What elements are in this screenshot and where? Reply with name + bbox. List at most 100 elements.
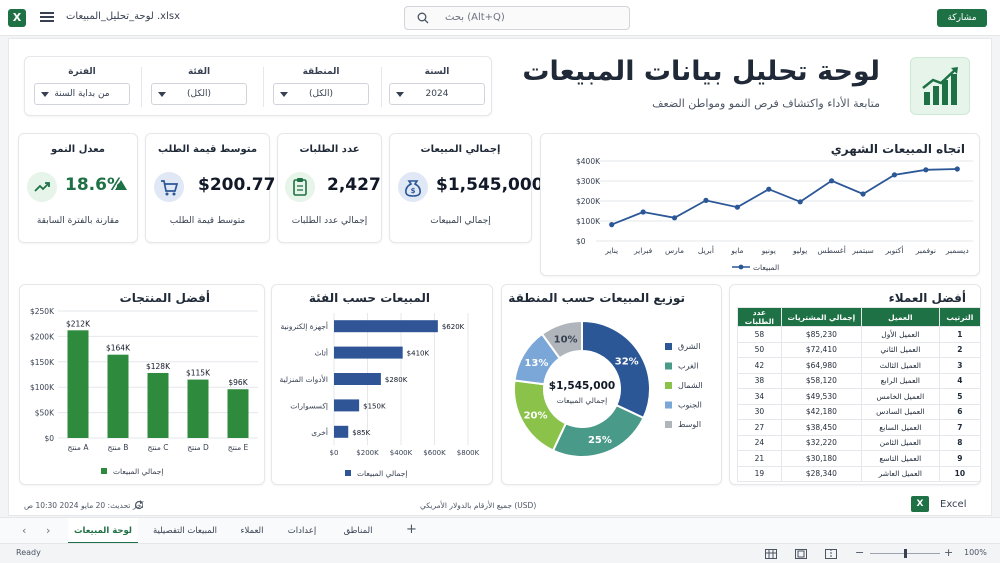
legend-label: الشمال — [678, 381, 703, 390]
zoom-out-icon[interactable]: − — [855, 546, 865, 559]
refresh-icon[interactable] — [134, 500, 144, 510]
add-sheet-icon[interactable]: + — [406, 522, 417, 537]
zoom-level: 100% — [964, 548, 987, 557]
y-tick-label: $200K — [576, 197, 601, 206]
y-tick-label: $200K — [30, 332, 55, 341]
svg-text:$: $ — [411, 187, 416, 195]
tab-regions[interactable]: المناطق — [343, 526, 373, 536]
x-tick-label: $400K — [390, 449, 413, 457]
currency-note: جميع الأرقام بالدولار الأمريكي (USD) — [420, 501, 537, 510]
x-tick-label: منتج B — [108, 443, 129, 452]
table-row: 10 العميل العاشر $28,340 19 — [737, 465, 982, 482]
filter-category: الفئة (الكل) — [151, 67, 247, 105]
kpi-total-sales: إجمالي المبيعات $ $1,545,000 إجمالي المب… — [389, 133, 544, 243]
chevron-right-icon[interactable]: › — [46, 524, 51, 537]
table-title: أفضل العملاء — [888, 291, 966, 305]
legend-label: الشرق — [678, 342, 700, 351]
share-button[interactable]: مشاركة — [937, 9, 987, 27]
table-cell: $28,340 — [780, 465, 862, 482]
kpi-title: إجمالي المبيعات — [420, 144, 501, 155]
chevron-left-icon[interactable]: ‹ — [22, 524, 27, 537]
filter-region-select[interactable]: (الكل) — [273, 83, 369, 105]
normal-view-icon[interactable] — [765, 549, 777, 559]
data-point — [703, 197, 709, 203]
table-row: 6 العميل السادس $42,180 30 — [737, 403, 982, 420]
search-placeholder: بحث (Alt+Q) — [445, 12, 505, 23]
tab-settings[interactable]: إعدادات — [287, 526, 317, 536]
filter-period-select[interactable]: من بداية السنة — [34, 83, 130, 105]
x-tick-label: منتج C — [147, 443, 168, 452]
zoom-slider-thumb[interactable] — [904, 549, 907, 558]
page-subtitle: متابعة الأداء واكتشاف فرص النمو ومواطن ا… — [652, 97, 880, 110]
kpi-orders: عدد الطلبات 2,427 إجمالي عدد الطلبات — [277, 133, 382, 243]
table-row: 7 العميل السابع $38,450 27 — [737, 419, 982, 436]
tab-sales-dashboard[interactable]: لوحة المبيعات — [68, 518, 138, 544]
data-label: $115K — [186, 369, 211, 378]
table-cell: $72,410 — [780, 341, 862, 358]
data-label: $620K — [442, 323, 465, 331]
x-tick-label: ديسمبر — [945, 246, 969, 255]
products-bar-chart: $0 $50K $100K $150K $200K $250K $212K منتج A $16… — [30, 307, 258, 476]
slice-label: 10% — [554, 335, 578, 346]
table-cell: $30,180 — [780, 450, 862, 467]
divider — [141, 67, 142, 107]
kpi-growth: معدل النمو 18.6% مقارنة بالفترة السابقة — [18, 133, 138, 243]
data-point — [640, 209, 646, 215]
y-tick-label: $150K — [30, 358, 55, 367]
data-point — [829, 178, 835, 184]
chevron-down-icon — [158, 92, 166, 97]
tab-detailed-sales[interactable]: المبيعات التفصيلية — [152, 526, 218, 536]
data-label: $212K — [66, 319, 91, 328]
slice-label: 32% — [615, 357, 639, 368]
tab-customers[interactable]: العملاء — [240, 526, 264, 536]
series-line — [611, 168, 958, 226]
arrow-up-icon — [115, 180, 127, 190]
kpi-caption: إجمالي عدد الطلبات — [291, 216, 368, 226]
table-cell: 9 — [938, 450, 982, 467]
data-point — [734, 204, 740, 210]
legend-swatch — [665, 401, 672, 409]
page-break-icon[interactable] — [825, 549, 837, 559]
chevron-down-icon — [280, 92, 288, 97]
clipboard-icon — [285, 172, 315, 202]
legend-swatch — [665, 362, 672, 370]
y-tick-label: $300K — [576, 177, 601, 186]
table-cell: $38,450 — [780, 419, 862, 436]
zoom-in-icon[interactable]: + — [944, 546, 954, 559]
data-label: $280K — [385, 376, 408, 384]
kpi-caption: إجمالي المبيعات — [430, 216, 491, 226]
table-row: 3 العميل الثالث $64,980 42 — [737, 357, 982, 374]
table-cell: 21 — [737, 450, 782, 467]
filter-region-value: (الكل) — [308, 89, 334, 99]
kpi-title: عدد الطلبات — [299, 144, 360, 155]
table-cell: 34 — [737, 388, 782, 405]
filter-region-label: المنطقة — [302, 67, 340, 77]
table-cell: 42 — [737, 357, 782, 374]
chevron-down-icon — [396, 92, 404, 97]
chart-title: اتجاه المبيعات الشهري — [830, 142, 965, 156]
table-cell: 7 — [938, 419, 982, 436]
legend-label: الجنوب — [678, 401, 702, 410]
menu-icon[interactable] — [40, 10, 54, 24]
bar — [334, 373, 381, 385]
page-layout-icon[interactable] — [795, 549, 807, 559]
filter-year-select[interactable]: 2024 — [389, 83, 485, 105]
bar — [334, 346, 403, 359]
legend-label: الوسط — [678, 420, 701, 429]
x-tick-label: يناير — [604, 246, 618, 255]
table-cell: العميل الثاني — [860, 341, 940, 358]
y-tick-label: أثاث — [314, 348, 328, 358]
filter-category-select[interactable]: (الكل) — [151, 83, 247, 105]
pie-slice — [540, 319, 583, 360]
data-point — [860, 191, 866, 197]
legend-label: إجمالي المبيعات — [113, 467, 163, 476]
monthly-trend-chart: $0 $100K $200K $300K $400K يناير فبراير مارس أبر… — [576, 157, 973, 272]
bar — [187, 379, 209, 438]
filter-region: المنطقة (الكل) — [273, 67, 369, 105]
data-point — [797, 199, 803, 205]
x-tick-label: أغسطس — [817, 245, 845, 255]
table-cell: $42,180 — [780, 403, 862, 420]
search-box[interactable]: بحث (Alt+Q) — [404, 6, 630, 30]
top-customers-panel: أفضل العملاء الترتيب العميل إجمالي المشتري… — [729, 284, 982, 485]
y-tick-label: إكسسوارات — [290, 401, 328, 410]
